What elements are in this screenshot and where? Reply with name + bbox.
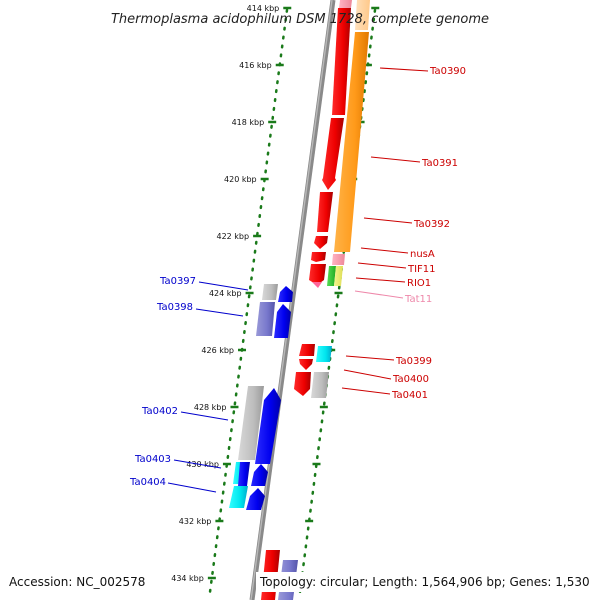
ruler-tick-label: 414 kbp	[247, 4, 280, 13]
ruler-tick-label: 424 kbp	[209, 289, 242, 298]
label-ta0400[interactable]: Ta0400	[392, 374, 429, 385]
gene-pink-block[interactable]	[332, 254, 345, 265]
gene-ta0392[interactable]	[317, 192, 333, 232]
gene-ta0399[interactable]	[299, 344, 315, 356]
ruler-tick-label: 434 kbp	[171, 574, 204, 583]
reverse-genes	[229, 284, 293, 510]
label-ta0390[interactable]: Ta0390	[429, 66, 466, 77]
ruler-ticks-left	[207, 6, 292, 580]
label-rio1[interactable]: RIO1	[407, 278, 431, 289]
footer-accession-bg	[5, 572, 151, 592]
ruler-tick-label: 428 kbp	[194, 403, 227, 412]
label-ta0404[interactable]: Ta0404	[129, 477, 166, 488]
ruler-tick-label: 432 kbp	[179, 517, 212, 526]
gene-ta0392b[interactable]	[314, 236, 328, 249]
tat11-leader	[354, 290, 404, 299]
ruler-tick-label: 426 kbp	[201, 346, 234, 355]
gene-ta0404[interactable]	[246, 488, 265, 510]
gene-cyan-small[interactable]	[316, 346, 332, 362]
forward-genes	[261, 0, 370, 600]
label-ta0403[interactable]: Ta0403	[134, 454, 171, 465]
label-ta0392[interactable]: Ta0392	[413, 219, 450, 230]
reverse-label-leaders	[167, 281, 249, 493]
label-ta0391[interactable]: Ta0391	[421, 158, 458, 169]
gene-orange-top[interactable]	[355, 0, 370, 30]
gene-ta0403[interactable]	[251, 464, 268, 486]
reverse-gene-labels: Ta0397 Ta0398 Ta0402 Ta0403 Ta0404	[129, 276, 196, 488]
gene-ta0402[interactable]	[255, 388, 281, 464]
label-ta0397[interactable]: Ta0397	[159, 276, 196, 287]
label-ta0398[interactable]: Ta0398	[156, 302, 193, 313]
gene-tif11[interactable]	[309, 264, 326, 285]
label-nusa[interactable]: nusA	[410, 249, 435, 260]
ruler-tick-label: 420 kbp	[224, 175, 257, 184]
ruler-tick-label: 416 kbp	[239, 61, 272, 70]
gene-ta0398-purple[interactable]	[256, 302, 275, 336]
map-title: Thermoplasma acidophilum DSM 1728, compl…	[111, 12, 489, 27]
gene-ta0391[interactable]	[322, 118, 344, 190]
label-ta0399[interactable]: Ta0399	[395, 356, 432, 367]
label-ta0401[interactable]: Ta0401	[391, 390, 428, 401]
gene-ta0390[interactable]	[332, 8, 351, 115]
gene-ta0398[interactable]	[274, 304, 291, 338]
accession-text: Accession: NC_002578	[9, 575, 145, 589]
label-ta0402[interactable]: Ta0402	[141, 406, 178, 417]
label-tat11[interactable]: Tat11	[404, 294, 432, 305]
gene-ta0404-cyan[interactable]	[229, 486, 248, 508]
gene-tat11[interactable]	[312, 282, 322, 288]
gene-ta0397-grey[interactable]	[262, 284, 278, 300]
left-ruler-dots	[208, 8, 289, 594]
footer-topology-bg	[256, 572, 596, 592]
gene-ta0403-blue[interactable]	[238, 462, 250, 486]
gene-ta0399b[interactable]	[299, 359, 313, 370]
gene-ta0400[interactable]	[294, 372, 311, 396]
gene-ta0390-orange[interactable]	[334, 32, 369, 252]
gene-nusa[interactable]	[311, 252, 326, 262]
ruler-tick-label: 418 kbp	[232, 118, 265, 127]
ruler-tick-label: 422 kbp	[216, 232, 249, 241]
label-tif11[interactable]: TIF11	[407, 264, 436, 275]
forward-gene-labels: Ta0390 Ta0391 Ta0392 nusA TIF11 RIO1 Ta0…	[391, 66, 466, 401]
genome-backbone	[249, 0, 336, 600]
forward-label-leaders	[341, 67, 429, 395]
gene-green[interactable]	[327, 266, 336, 286]
gene-ta0402-grey[interactable]	[238, 386, 264, 460]
gene-ta0401[interactable]	[311, 372, 329, 398]
gene-top-pink[interactable]	[339, 0, 352, 8]
gene-ta0397[interactable]	[278, 286, 293, 302]
gene-yellow[interactable]	[334, 266, 343, 286]
topology-text: Topology: circular; Length: 1,564,906 bp…	[259, 575, 590, 589]
